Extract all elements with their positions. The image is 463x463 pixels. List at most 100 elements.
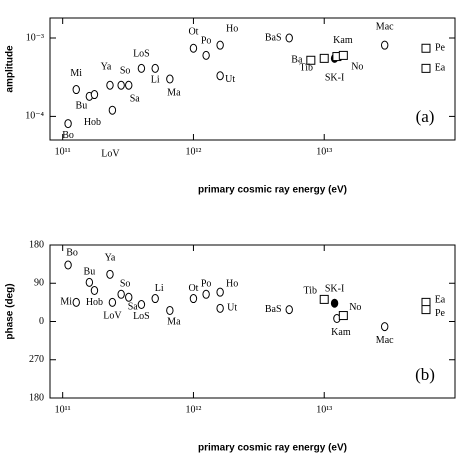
circle-marker [72, 297, 80, 307]
circle-marker [108, 105, 117, 115]
point-label: So [120, 66, 131, 77]
square-marker [421, 305, 431, 315]
circle-marker [166, 74, 174, 84]
circle-marker [285, 33, 293, 43]
point-label: SK-I [325, 284, 344, 295]
point-label: Ut [225, 74, 235, 85]
y-tick-label: 90 [34, 278, 44, 289]
square-marker [319, 294, 329, 304]
x-axis-label: primary cosmic ray energy (eV) [198, 443, 347, 454]
x-tick-label: 10¹³ [316, 404, 332, 415]
point-label: Ma [167, 87, 181, 98]
point-label: Tib [299, 63, 313, 74]
circle-marker [90, 90, 99, 100]
square-marker [306, 55, 316, 65]
point-label: Ba [291, 55, 303, 66]
circle-marker [166, 305, 174, 315]
circle-marker [380, 40, 389, 50]
square-marker [338, 311, 348, 321]
point-label: LoV [103, 311, 122, 322]
point-label: LoS [133, 311, 150, 322]
circle-marker [216, 40, 224, 50]
point-label: Po [201, 279, 212, 290]
y-tick-label: 10⁻⁴ [25, 111, 44, 122]
circle-marker [125, 80, 133, 90]
point-label: Ya [101, 62, 112, 73]
square-marker [338, 50, 348, 60]
y-tick-label: 180 [29, 392, 44, 403]
circle-marker [90, 285, 99, 295]
point-label: BaS [265, 304, 282, 315]
point-label: Kam [331, 327, 351, 338]
point-label: Mac [376, 21, 394, 32]
square-marker [421, 43, 431, 53]
circle-marker [202, 50, 210, 60]
point-label: No [349, 302, 361, 313]
y-axis-label: phase (deg) [5, 283, 16, 339]
x-axis-label: primary cosmic ray energy (eV) [198, 185, 347, 196]
point-label: Li [155, 283, 164, 294]
point-label: Sa [130, 94, 141, 105]
circle-marker [380, 322, 389, 332]
x-tick-label: 10¹² [185, 146, 201, 157]
circle-marker [106, 80, 114, 90]
y-tick-label: 10⁻³ [26, 32, 44, 43]
point-label: Ho [226, 278, 238, 289]
point-label: Ot [188, 27, 198, 38]
point-label: Bu [76, 101, 88, 112]
circle-marker [151, 294, 159, 304]
point-label: BaS [265, 32, 282, 43]
point-label: Ea [435, 295, 446, 306]
point-label: No [351, 62, 363, 73]
square-marker [319, 53, 329, 63]
point-label: Ut [227, 303, 237, 314]
circle-marker [216, 303, 224, 313]
point-label: Ho [226, 23, 238, 34]
y-tick-label: 0 [39, 316, 44, 327]
point-label: Li [151, 75, 160, 86]
point-label: Hob [84, 117, 101, 128]
circle-marker [216, 71, 224, 81]
point-label: Mi [60, 297, 72, 308]
point-label: So [120, 279, 131, 290]
circle-marker [85, 277, 94, 287]
point-label: Ma [167, 317, 181, 328]
point-label: Hob [86, 297, 103, 308]
y-tick-label: 270 [29, 354, 44, 365]
circle-marker [137, 63, 146, 73]
point-label: SK-I [325, 73, 344, 84]
point-label: Po [201, 36, 212, 47]
point-label: Pe [435, 43, 446, 54]
circle-marker [137, 300, 146, 309]
circle-marker [72, 85, 80, 95]
point-label: Mi [70, 68, 82, 79]
circle-marker [117, 80, 125, 90]
x-tick-label: 10¹¹ [55, 404, 71, 415]
x-tick-label: 10¹³ [316, 146, 332, 157]
panel-label: (a) [416, 107, 435, 126]
circle-marker [330, 298, 339, 308]
point-label: Mac [376, 335, 394, 346]
point-label: Ya [105, 253, 116, 264]
circle-marker [285, 305, 293, 315]
circle-marker [117, 289, 125, 299]
point-label: Ea [435, 63, 446, 74]
point-label: Tib [303, 286, 317, 297]
point-label: LoV [101, 148, 120, 159]
y-axis-label: amplitude [5, 45, 16, 93]
x-tick-label: 10¹² [185, 404, 201, 415]
point-label: Bo [62, 130, 74, 141]
circle-marker [151, 63, 159, 73]
square-marker [421, 63, 431, 73]
circle-marker [64, 119, 72, 129]
circle-marker [189, 43, 198, 53]
x-tick-label: 10¹¹ [55, 146, 71, 157]
y-tick-label: 180 [29, 239, 44, 250]
plot-frame [49, 17, 456, 141]
circle-marker [108, 297, 117, 307]
point-label: Kam [333, 35, 353, 46]
panel-label: (b) [415, 365, 435, 384]
circle-marker [202, 289, 210, 299]
point-label: Bu [84, 267, 96, 278]
